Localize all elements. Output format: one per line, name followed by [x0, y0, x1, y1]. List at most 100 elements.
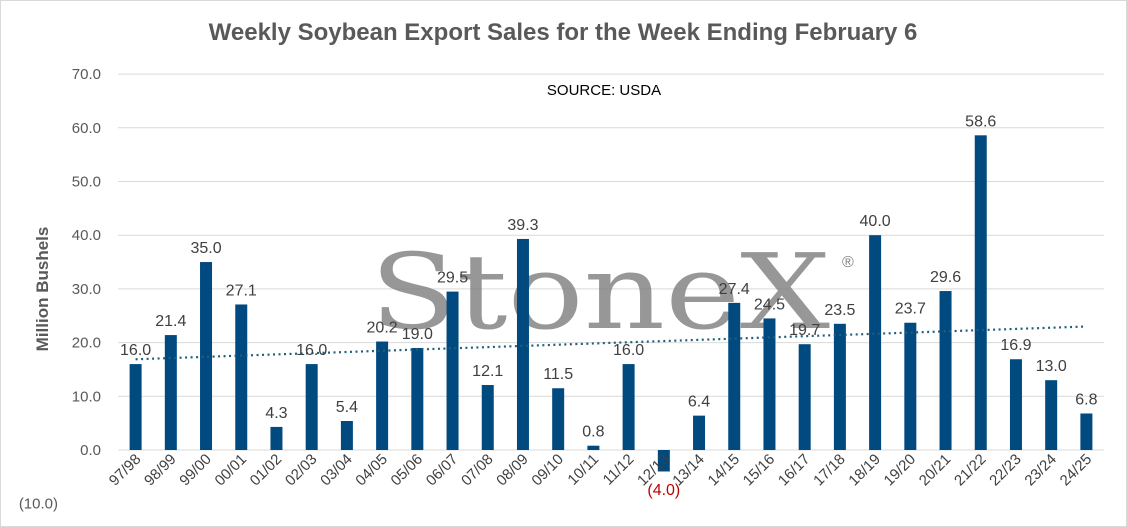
x-tick-label: 16/17 — [775, 451, 814, 490]
data-label: 20.2 — [367, 320, 398, 337]
bar — [1045, 380, 1058, 450]
trendline-group — [135, 325, 1087, 361]
data-label: 4.3 — [265, 405, 287, 422]
bar — [693, 415, 706, 450]
x-tick-label: 03/04 — [317, 451, 356, 490]
data-label: (4.0) — [647, 482, 680, 499]
bars — [129, 135, 1093, 472]
data-label: 29.5 — [437, 270, 468, 287]
y-axis-label: Million Bushels — [33, 227, 52, 352]
bar — [798, 344, 811, 450]
y-tick-label: 50.0 — [72, 174, 101, 191]
bar — [200, 262, 213, 450]
data-labels: 16.021.435.027.14.316.05.420.2 19.029.512… — [120, 113, 1098, 499]
data-label: 19.7 — [789, 322, 820, 339]
x-tick-label: 08/09 — [493, 451, 532, 490]
y-tick-label: 10.0 — [72, 388, 101, 405]
x-tick-label: 98/99 — [141, 451, 180, 490]
bar — [411, 347, 424, 450]
bar — [305, 364, 318, 450]
x-axis-ticks: 97/9898/9999/0000/0101/0202/0303/0404/05… — [106, 451, 1095, 490]
bar — [939, 291, 952, 450]
bar — [622, 364, 635, 450]
y-tick-label: 20.0 — [72, 335, 101, 352]
data-label: 23.5 — [824, 302, 855, 319]
bar — [446, 291, 459, 450]
data-label: 6.8 — [1075, 391, 1097, 408]
bar — [869, 235, 882, 450]
x-tick-label: 99/00 — [176, 451, 215, 490]
data-label: 23.7 — [895, 301, 926, 318]
x-tick-label: 07/08 — [458, 451, 497, 490]
bar — [235, 304, 248, 450]
x-tick-label: 15/16 — [740, 451, 779, 490]
bar — [270, 426, 283, 450]
data-label: 27.4 — [719, 281, 750, 298]
y-tick-label: 60.0 — [72, 120, 101, 137]
bar — [1009, 359, 1022, 450]
x-tick-label: 24/25 — [1057, 451, 1096, 490]
bar — [763, 318, 776, 450]
bar — [974, 135, 987, 450]
x-tick-label: 22/23 — [986, 451, 1025, 490]
x-tick-label: 10/11 — [564, 451, 602, 489]
x-tick-label: 19/20 — [881, 451, 920, 490]
bar — [129, 364, 142, 450]
data-label: 24.5 — [754, 296, 785, 313]
x-tick-label: 97/98 — [106, 451, 145, 490]
bar — [376, 341, 389, 450]
y-tick-label: (10.0) — [19, 496, 58, 513]
data-label: 0.8 — [582, 424, 604, 441]
bar — [340, 421, 353, 450]
chart-title: Weekly Soybean Export Sales for the Week… — [209, 19, 918, 46]
x-tick-label: 06/07 — [423, 451, 462, 490]
bar — [587, 445, 600, 450]
x-tick-label: 01/02 — [247, 451, 286, 490]
bar — [904, 322, 917, 450]
x-tick-label: 00/01 — [212, 451, 251, 490]
bar — [516, 238, 529, 450]
y-tick-label: 30.0 — [72, 281, 101, 298]
x-tick-label: 09/10 — [528, 451, 567, 490]
bar — [164, 335, 177, 450]
x-tick-label: 13/14 — [669, 451, 708, 490]
data-label: 16.9 — [1000, 337, 1031, 354]
x-tick-label: 02/03 — [282, 451, 321, 490]
watermark-logo: StoneX ® — [370, 231, 854, 353]
x-tick-label: 20/21 — [916, 451, 955, 490]
bar — [833, 323, 846, 450]
data-label: 35.0 — [190, 240, 221, 257]
data-label: 29.6 — [930, 269, 961, 286]
data-label: 16.0 — [120, 342, 151, 359]
data-label: 21.4 — [155, 313, 186, 330]
x-tick-label: 17/18 — [810, 451, 849, 490]
bar — [1080, 413, 1093, 450]
x-tick-label: 21/22 — [951, 451, 990, 490]
data-label: 16.0 — [613, 342, 644, 359]
data-label: 58.6 — [965, 113, 996, 130]
x-tick-label: 11/12 — [600, 451, 638, 489]
x-tick-label: 05/06 — [388, 451, 427, 490]
y-tick-label: 0.0 — [80, 442, 101, 459]
data-label: 6.4 — [688, 394, 710, 411]
x-tick-label: 23/24 — [1021, 451, 1060, 490]
watermark-text: StoneX — [370, 231, 830, 353]
trendline — [135, 325, 1087, 361]
bar — [728, 302, 741, 450]
bar — [552, 388, 565, 450]
x-tick-label: 14/15 — [705, 451, 744, 490]
data-label: 27.1 — [226, 282, 257, 299]
data-label: 13.0 — [1036, 358, 1067, 375]
watermark-registered-mark: ® — [842, 254, 854, 271]
y-axis-ticks: (10.0) 0.0 10.0 20.0 30.0 40.0 50.0 60.0 70.0 — [19, 66, 101, 513]
x-tick-label: 04/05 — [352, 451, 391, 490]
data-label: 5.4 — [336, 399, 358, 416]
data-label: 39.3 — [507, 217, 538, 234]
source-annotation: SOURCE: USDA — [547, 82, 661, 99]
bar — [481, 385, 494, 450]
data-label: 11.5 — [543, 366, 573, 383]
y-tick-label: 40.0 — [72, 227, 101, 244]
bar — [657, 450, 670, 472]
data-label: 16.0 — [296, 342, 327, 359]
